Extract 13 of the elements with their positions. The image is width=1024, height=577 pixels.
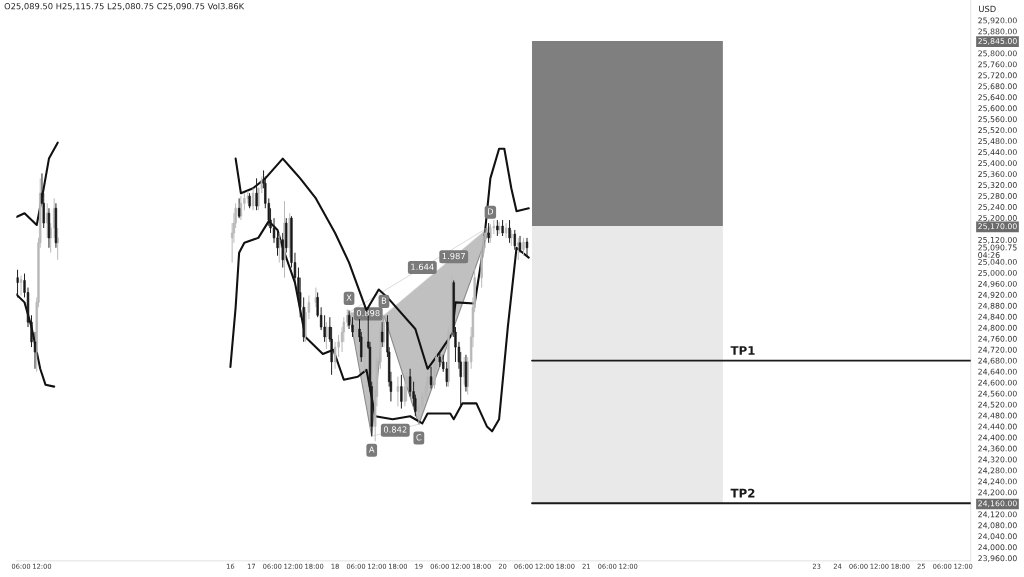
annotation: 1.987 — [442, 252, 465, 260]
annotation: 1.644 — [411, 263, 434, 270]
ref-line-label: TP2 — [730, 488, 755, 498]
annotation: 0.842 — [383, 426, 407, 433]
y-axis-title: USD — [979, 5, 996, 13]
annotation: D — [487, 208, 494, 215]
annotation: C — [416, 434, 422, 441]
annotation: 0.898 — [356, 310, 380, 317]
ref-line-label: TP1 — [730, 346, 755, 355]
annotation: B — [381, 297, 387, 304]
annotation: X — [346, 294, 352, 301]
chart-title: O25,089.50 H25,115.75 L25,080.75 C25,090.75 Vol3.86K — [4, 2, 245, 11]
annotation: A — [368, 446, 375, 453]
